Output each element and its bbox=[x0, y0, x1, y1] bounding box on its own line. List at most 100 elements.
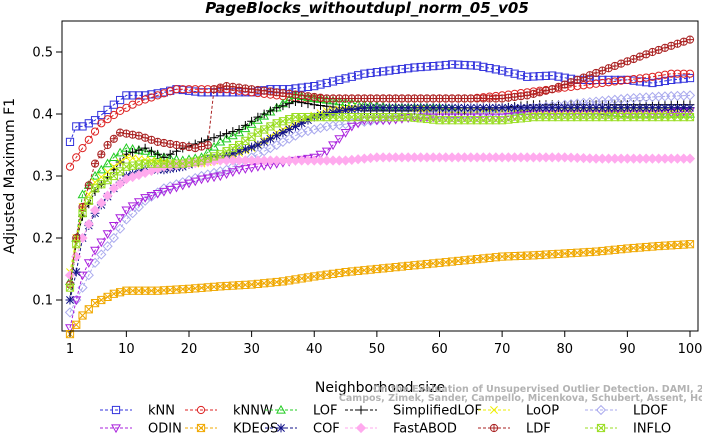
legend-marker bbox=[355, 422, 367, 434]
data-point bbox=[158, 187, 169, 197]
legend-marker bbox=[489, 423, 499, 433]
data-point bbox=[234, 125, 244, 134]
legend-item-fastabod: FastABOD bbox=[345, 422, 457, 434]
data-point bbox=[297, 98, 307, 108]
data-point bbox=[660, 76, 670, 86]
data-point bbox=[529, 89, 538, 98]
data-point bbox=[667, 69, 676, 78]
data-point bbox=[535, 103, 545, 113]
data-point bbox=[65, 295, 75, 305]
data-point bbox=[108, 183, 119, 194]
data-point bbox=[654, 77, 663, 87]
data-point bbox=[133, 198, 144, 207]
data-point bbox=[610, 77, 619, 86]
data-point bbox=[228, 127, 238, 136]
series-line bbox=[69, 110, 691, 329]
data-point bbox=[122, 129, 131, 138]
data-point bbox=[122, 91, 131, 100]
x-tick-label: 40 bbox=[306, 342, 323, 357]
data-point bbox=[315, 150, 326, 160]
data-point bbox=[153, 149, 163, 159]
legend-marker bbox=[111, 424, 121, 434]
data-point bbox=[240, 123, 251, 133]
legend-item-loop: LoOP bbox=[478, 404, 559, 419]
x-tick-label: 20 bbox=[181, 342, 198, 357]
data-point bbox=[96, 249, 107, 260]
data-point bbox=[203, 140, 212, 150]
legend-label: ODIN bbox=[148, 422, 182, 434]
data-point bbox=[96, 197, 107, 208]
data-point bbox=[146, 192, 157, 201]
data-point bbox=[660, 70, 670, 79]
data-point bbox=[610, 103, 620, 113]
data-point bbox=[184, 179, 194, 189]
data-point bbox=[666, 103, 676, 113]
data-point bbox=[165, 149, 175, 159]
x-tick-label: 70 bbox=[494, 342, 511, 357]
data-point bbox=[90, 246, 101, 256]
data-point bbox=[510, 103, 520, 113]
data-point bbox=[209, 85, 219, 94]
x-tick-label: 60 bbox=[431, 342, 448, 357]
data-point bbox=[240, 144, 250, 154]
data-point bbox=[447, 103, 457, 113]
data-point bbox=[184, 85, 194, 94]
data-point bbox=[141, 133, 150, 142]
data-point bbox=[623, 75, 632, 85]
data-point bbox=[65, 283, 75, 292]
data-point bbox=[453, 103, 463, 113]
series-inflo bbox=[65, 113, 695, 292]
data-point bbox=[478, 103, 488, 113]
data-point bbox=[416, 103, 426, 113]
data-point bbox=[341, 74, 350, 83]
data-point bbox=[560, 103, 570, 113]
data-point bbox=[685, 69, 695, 78]
series-line bbox=[69, 94, 691, 313]
data-point bbox=[635, 74, 644, 83]
data-point bbox=[340, 129, 351, 138]
data-point bbox=[103, 115, 112, 124]
data-point bbox=[272, 131, 282, 141]
data-point bbox=[366, 103, 376, 113]
y-tick-label: 0.4 bbox=[32, 108, 53, 123]
data-point bbox=[109, 110, 118, 120]
data-point bbox=[96, 164, 107, 174]
data-point bbox=[103, 140, 112, 150]
data-point bbox=[554, 103, 563, 113]
legend-marker bbox=[276, 423, 286, 433]
data-point bbox=[316, 80, 325, 89]
data-point bbox=[347, 72, 356, 81]
data-point bbox=[278, 128, 288, 137]
data-point bbox=[222, 150, 231, 160]
data-point bbox=[341, 105, 350, 115]
data-point bbox=[435, 61, 444, 70]
data-point bbox=[134, 145, 144, 155]
data-point bbox=[497, 103, 507, 113]
data-point bbox=[591, 103, 601, 113]
data-point bbox=[541, 86, 551, 95]
data-point bbox=[234, 146, 244, 156]
data-point bbox=[303, 115, 313, 125]
data-point bbox=[127, 208, 138, 219]
data-point bbox=[302, 125, 314, 137]
data-point bbox=[403, 103, 413, 113]
data-point bbox=[103, 105, 112, 114]
data-point bbox=[622, 103, 632, 113]
legend-item-lof: LOF bbox=[265, 404, 338, 419]
data-point bbox=[109, 100, 118, 109]
data-point bbox=[72, 240, 81, 249]
x-tick-label: 30 bbox=[243, 342, 260, 357]
x-axis: 1 10 20 30 40 50 60 70 80 90 100 bbox=[66, 330, 702, 357]
data-point bbox=[102, 190, 113, 201]
data-point bbox=[598, 78, 607, 88]
data-point bbox=[97, 110, 106, 120]
data-point bbox=[410, 63, 419, 72]
data-point bbox=[297, 118, 307, 128]
data-point bbox=[197, 142, 206, 151]
data-point bbox=[108, 232, 119, 244]
data-point bbox=[64, 307, 76, 318]
data-point bbox=[259, 109, 269, 119]
data-point bbox=[648, 103, 657, 113]
data-point bbox=[197, 85, 206, 94]
y-tick-label: 0.5 bbox=[32, 46, 53, 61]
